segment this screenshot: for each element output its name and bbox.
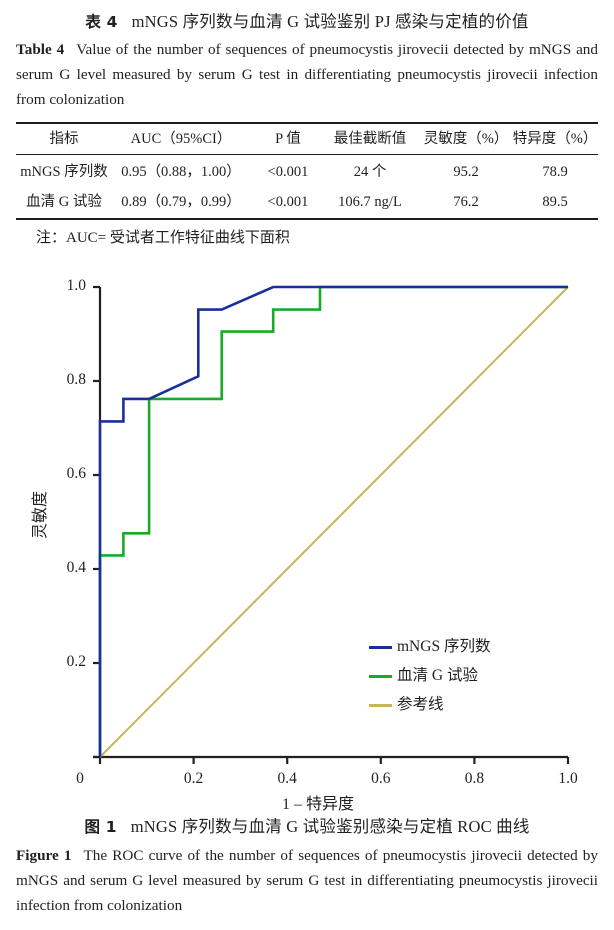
x-tick-label: 0.4 <box>277 770 297 787</box>
table-caption-cn: 表 4 mNGS 序列数与血清 G 试验鉴别 PJ 感染与定植的价值 <box>0 8 614 32</box>
x-tick-label: 0.2 <box>183 770 204 787</box>
roc-line-mngs <box>98 285 568 757</box>
figure-caption-en-text: The ROC curve of the number of sequences… <box>16 847 598 914</box>
table-top-rule <box>16 122 598 124</box>
table-row: mNGS 序列数 0.95（0.88，1.00） <0.001 24 个 95.… <box>16 157 598 187</box>
table-cell: 106.7 ng/L <box>338 194 402 210</box>
table-note: 注：AUC= 受试者工作特征曲线下面积 <box>36 230 290 246</box>
legend-swatch <box>369 646 392 649</box>
table-caption-en-label: Table 4 <box>16 41 65 58</box>
x-axis <box>93 755 570 764</box>
x-tick-label: 0.8 <box>464 770 485 787</box>
legend-label: mNGS 序列数 <box>397 638 491 655</box>
y-tick-label: 0.6 <box>66 465 86 482</box>
table-caption-en-text: Value of the number of sequences of pneu… <box>16 41 598 108</box>
x-tick-label: 0.6 <box>371 770 391 787</box>
figure-caption-cn-text: mNGS 序列数与血清 G 试验鉴别感染与定植 ROC 曲线 <box>130 817 530 836</box>
legend-swatch <box>369 704 392 707</box>
table-row: 血清 G 试验 0.89（0.79，0.99） <0.001 106.7 ng/… <box>16 187 598 217</box>
y-tick-label: 0.2 <box>66 653 86 670</box>
x-tick-label: 1.0 <box>558 770 578 787</box>
chart-legend: mNGS 序列数 血清 G 试验 参考线 <box>369 637 529 717</box>
legend-swatch <box>369 675 392 678</box>
table-bottom-rule <box>16 218 598 220</box>
table-cell: 89.5 <box>542 194 568 210</box>
table-cell: 0.95（0.88，1.00） <box>121 164 241 180</box>
table-caption-cn-text: mNGS 序列数与血清 G 试验鉴别 PJ 感染与定植的价值 <box>131 12 529 31</box>
y-tick-label: 0.4 <box>66 559 86 576</box>
reference-line <box>99 286 569 758</box>
figure-caption-en-label: Figure 1 <box>16 847 72 864</box>
x-tick-label: 0 <box>76 770 84 787</box>
header-cell: 指标 <box>49 131 79 147</box>
table-cell: 95.2 <box>453 164 479 180</box>
roc-line-serum-g <box>98 285 568 757</box>
x-axis-title: 1 – 特异度 <box>281 796 354 813</box>
header-cell: P 值 <box>275 131 301 147</box>
table-cell: 0.89（0.79，0.99） <box>121 194 241 210</box>
data-table: 指标 AUC（95%CI） P 值 最佳截断值 灵敏度（%） 特异度（%） mN… <box>16 124 598 220</box>
header-cell: AUC（95%CI） <box>130 131 232 147</box>
table-cell: mNGS 序列数 <box>20 164 108 180</box>
y-tick-label: 1.0 <box>66 277 86 294</box>
legend-label: 参考线 <box>397 696 444 713</box>
figure-caption-en: Figure 1 The ROC curve of the number of s… <box>16 843 598 918</box>
table-caption-cn-label: 表 4 <box>85 13 118 31</box>
legend-label: 血清 G 试验 <box>397 667 478 684</box>
header-cell: 最佳截断值 <box>333 131 407 147</box>
figure-caption-cn: 图 1 mNGS 序列数与血清 G 试验鉴别感染与定植 ROC 曲线 <box>0 813 614 837</box>
table-cell: <0.001 <box>267 194 309 210</box>
table-header-row: 指标 AUC（95%CI） P 值 最佳截断值 灵敏度（%） 特异度（%） <box>16 124 598 154</box>
table-cell: 78.9 <box>542 164 568 180</box>
header-cell: 灵敏度（%） <box>423 131 509 147</box>
table-cell: 血清 G 试验 <box>26 194 102 210</box>
header-cell: 特异度（%） <box>512 131 598 147</box>
y-axis-title: 灵敏度 <box>32 491 49 540</box>
y-tick-label: 0.8 <box>66 371 86 388</box>
table-caption-en: Table 4 Value of the number of sequences … <box>16 37 598 112</box>
table-cell: 24 个 <box>353 164 387 180</box>
table-cell: <0.001 <box>267 164 309 180</box>
table-header-rule <box>16 154 598 155</box>
table-cell: 76.2 <box>453 194 479 210</box>
series-layer <box>98 285 569 758</box>
figure-caption-cn-label: 图 1 <box>84 818 117 836</box>
